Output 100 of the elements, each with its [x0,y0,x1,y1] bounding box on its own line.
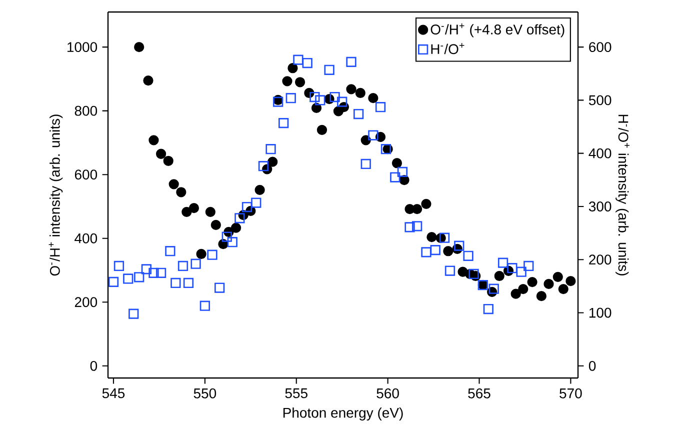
x-axis-title: Photon energy (eV) [283,407,403,421]
x-tick-label: 560 [376,388,399,398]
point [114,260,124,272]
y2-tick-label: 500 [588,95,612,106]
point [258,161,269,172]
x-tick-label: 555 [285,388,308,398]
point [375,102,386,112]
point [214,282,225,293]
point [444,266,456,276]
point [558,284,568,294]
y2-tick-label: 200 [589,254,612,265]
point [330,92,340,102]
point [266,144,276,154]
x-tick-label: 545 [102,388,125,398]
point [488,284,499,294]
point [315,95,326,106]
y-tick-label: 600 [74,170,98,180]
point [412,204,422,214]
x-tick-label: 570 [560,388,582,398]
y-tick-label: 800 [74,106,98,116]
point [205,206,216,217]
point [108,276,119,287]
legend-label: O$^{-}$/H$^{+}$ (+4.8 eV offset) [430,23,564,38]
point [360,158,371,170]
point [454,240,464,251]
point [421,198,432,209]
y-tick-label: 200 [74,297,98,308]
point [544,278,554,290]
point [210,220,221,230]
point [516,266,526,277]
point [421,247,432,258]
point [222,232,232,242]
point [536,290,546,302]
y2-tick-label: 0 [588,360,596,371]
point [268,156,278,167]
x-tick-label: 565 [468,388,490,398]
y-tick-label: 1000 [68,42,98,52]
x-tick-label: 550 [194,388,216,398]
point [156,268,166,278]
point [141,264,152,274]
point [251,198,262,208]
point [397,166,408,178]
point [430,244,440,256]
point [156,148,166,159]
point [148,135,159,146]
point [316,124,328,136]
point [286,93,296,104]
point [278,118,289,128]
point [552,272,563,282]
y2-tick-label: 400 [588,148,612,158]
point [324,64,334,75]
point [353,108,364,120]
y-tick-label: 400 [74,233,98,244]
point [412,221,422,232]
point [148,268,159,278]
point [443,246,454,256]
point [483,304,494,314]
point [566,276,576,286]
point [168,179,179,190]
point [234,213,245,224]
point [282,76,292,86]
point [439,232,450,243]
point [183,278,194,288]
point [293,54,304,65]
point [128,308,139,319]
point [294,77,306,88]
y2-axis-title: H$^{-}$/O$^{+}$ intensity (arb. units) [616,114,630,276]
point [123,274,134,284]
point [463,250,474,261]
point [227,237,238,248]
point [302,58,312,68]
point [527,276,538,288]
y-axis-title: O$^{-}$/H$^{+}$ intensity (arb. units) [48,114,63,276]
point [337,96,348,107]
point [288,63,298,74]
point [355,88,366,98]
point [368,130,378,140]
point [207,250,218,260]
y2-tick-label: 600 [589,42,612,52]
point [190,258,201,269]
point [176,187,186,198]
legend-label: H$^{-}$/O$^{+}$ [431,42,464,54]
point [507,263,518,274]
point [498,258,508,268]
point [390,172,400,182]
point [170,278,181,288]
y2-tick-label: 100 [589,308,612,318]
point [518,284,528,294]
point [163,156,174,166]
point [143,75,154,86]
point [310,92,320,102]
point [230,222,242,233]
y2-tick-label: 300 [588,202,612,212]
point [254,184,265,195]
point [346,56,356,68]
point [134,272,144,282]
point [524,260,534,272]
y-tick-label: 0 [90,360,98,371]
point [200,300,210,311]
point [182,206,192,217]
